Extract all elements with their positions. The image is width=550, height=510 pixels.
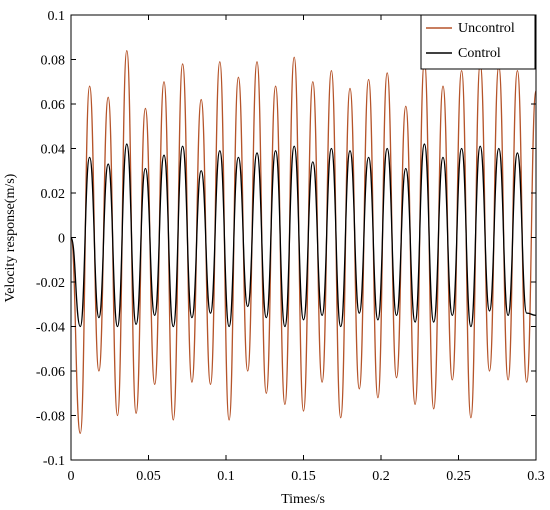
axes-layer: 0 0.05 0.1 0.15 0.2 0.25 0.3 -0.1 -0.08 -0.06 -0.0… — [36, 9, 545, 484]
legend-label-uncontrol: Uncontrol — [458, 21, 515, 36]
x-tick-label: 0 — [68, 469, 75, 484]
y-tick-label: -0.1 — [43, 454, 65, 469]
y-tick-label: 0.04 — [41, 143, 66, 158]
y-tick-label: 0.1 — [48, 9, 66, 24]
y-tick-label: 0.06 — [41, 98, 66, 113]
legend: Uncontrol Control — [420, 14, 536, 70]
series-line-control — [70, 143, 537, 328]
x-tick-label: 0.3 — [527, 469, 545, 484]
y-tick-label: 0 — [58, 232, 65, 247]
y-tick-label: -0.04 — [36, 321, 65, 336]
y-tick-label: 0.08 — [41, 54, 66, 69]
legend-box — [420, 14, 536, 70]
x-tick-label: 0.15 — [291, 469, 316, 484]
y-axis-label: Velocity response(m/s) — [3, 173, 18, 302]
x-tick-label: 0.2 — [372, 469, 390, 484]
y-tick-label: -0.08 — [36, 410, 65, 425]
y-tick-label: 0.02 — [41, 187, 66, 202]
plot-layer — [70, 49, 537, 434]
y-tick-label: -0.02 — [36, 276, 65, 291]
y-tick-label: -0.06 — [36, 365, 65, 380]
legend-label-control: Control — [458, 46, 501, 61]
x-tick-label: 0.25 — [446, 469, 471, 484]
x-axis-label: Times/s — [281, 492, 325, 507]
x-tick-label: 0.1 — [217, 469, 235, 484]
x-tick-label: 0.05 — [136, 469, 161, 484]
